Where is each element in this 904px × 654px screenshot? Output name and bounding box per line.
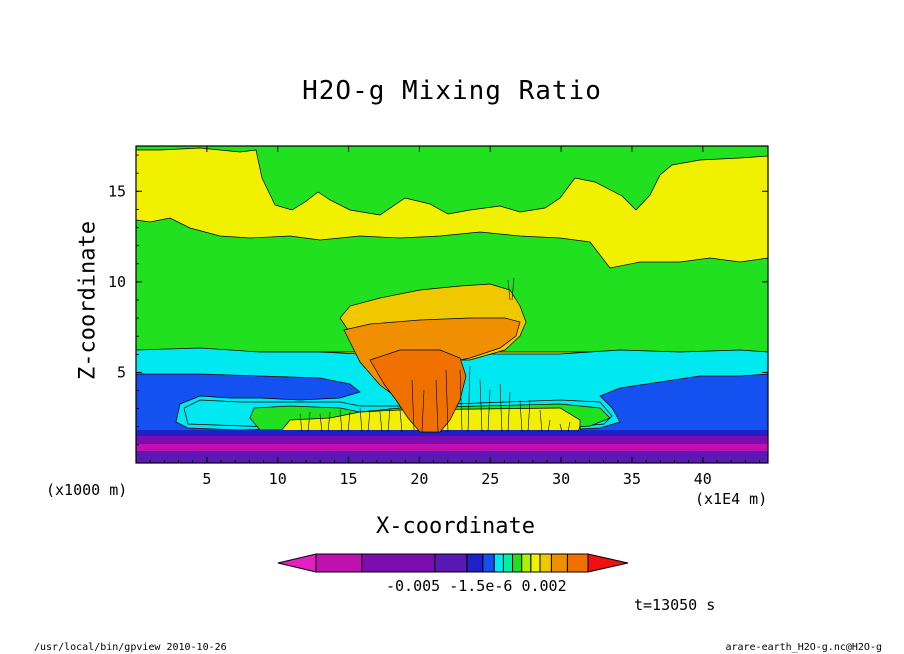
colorbar-swatch xyxy=(502,553,514,573)
time-label: t=13050 s xyxy=(634,596,716,614)
colorbar-right-triangle xyxy=(587,553,629,573)
colorbar-swatch xyxy=(550,553,568,573)
x-tick-label: 40 xyxy=(694,470,712,488)
y-tick-label: 5 xyxy=(117,363,126,381)
x-tick-label: 35 xyxy=(623,470,641,488)
x-axis-label: X-coordinate xyxy=(376,514,535,539)
layer-upper-green xyxy=(136,217,768,353)
colorbar-swatch xyxy=(315,553,363,573)
layer-core-orange xyxy=(369,349,467,433)
colorbar-swatch xyxy=(530,553,541,573)
x-tick-label: 30 xyxy=(552,470,570,488)
footer-right: arare-earth_H2O-g.nc@H2O-g xyxy=(725,642,882,653)
colorbar-swatch xyxy=(466,553,484,573)
y-axis-label: Z-coordinate xyxy=(75,221,101,380)
colorbar-tick-labels: -0.005 -1.5e-6 0.002 xyxy=(386,577,567,595)
footer-left: /usr/local/bin/gpview 2010-10-26 xyxy=(34,642,227,653)
layer-top-green xyxy=(136,146,768,216)
colorbar xyxy=(277,553,629,573)
layer-magenta xyxy=(136,444,768,451)
colorbar-swatch xyxy=(521,553,532,573)
layer-bottom-purple xyxy=(136,451,768,463)
colorbar-swatch xyxy=(539,553,552,573)
y-tick-label: 10 xyxy=(108,273,126,291)
x-unit-label: (x1000 m) xyxy=(46,481,128,499)
y-unit-label: (x1E4 m) xyxy=(695,490,768,508)
plot-frame xyxy=(135,145,769,464)
layer-dark-blue xyxy=(136,430,768,436)
x-tick-label: 25 xyxy=(481,470,499,488)
colorbar-swatch xyxy=(361,553,436,573)
x-axis-ticks: 5 10 15 20 25 30 35 40 xyxy=(149,146,760,488)
turbulence-lines xyxy=(299,277,581,433)
colorbar-swatch xyxy=(566,553,589,573)
x-tick-label: 20 xyxy=(410,470,428,488)
colorbar-swatch xyxy=(493,553,504,573)
y-axis-ticks: 5 10 15 xyxy=(108,154,768,446)
y-tick-label: 15 xyxy=(108,182,126,200)
contour-field xyxy=(136,146,768,463)
x-tick-label: 5 xyxy=(202,470,211,488)
colorbar-left-triangle xyxy=(277,553,317,573)
colorbar-swatch xyxy=(482,553,495,573)
colorbar-swatch xyxy=(512,553,523,573)
chart-title: H2O-g Mixing Ratio xyxy=(302,76,602,106)
x-tick-label: 10 xyxy=(269,470,287,488)
colorbar-swatch xyxy=(434,553,468,573)
x-tick-label: 15 xyxy=(340,470,358,488)
